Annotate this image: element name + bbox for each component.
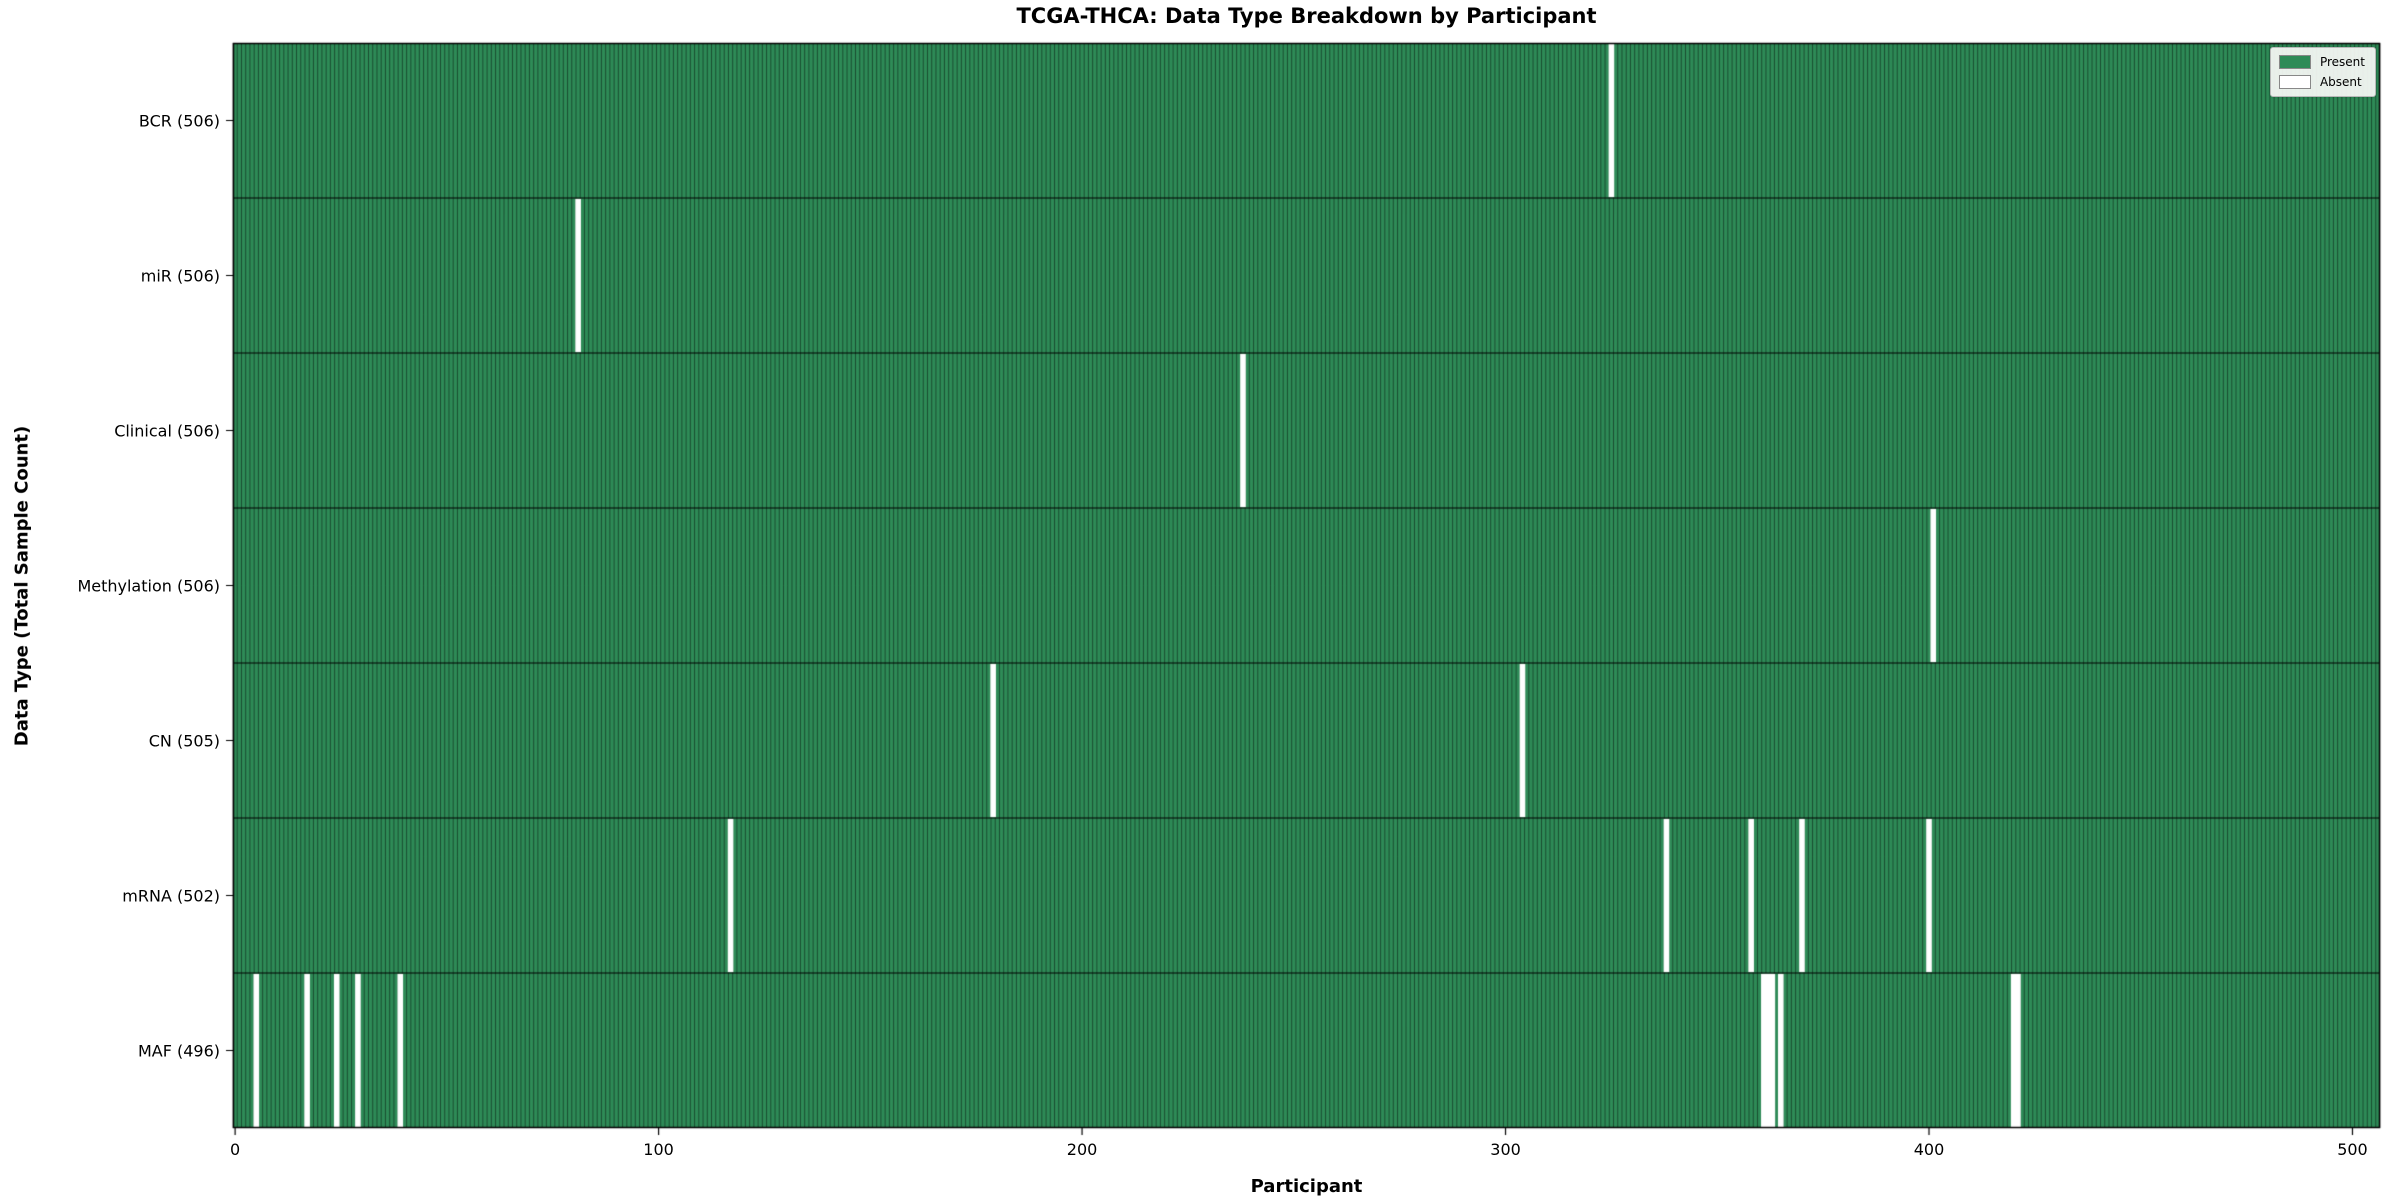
present-swatch-icon bbox=[2278, 55, 2311, 69]
row-label-bcr: BCR (506) bbox=[138, 111, 220, 130]
x-tick-label: 500 bbox=[2337, 1140, 2368, 1159]
legend-item-present: Present bbox=[2278, 55, 2365, 69]
row-label-cn: CN (505) bbox=[148, 731, 220, 750]
absent-swatch-icon bbox=[2278, 75, 2311, 89]
row-label-mir: miR (506) bbox=[140, 266, 220, 285]
x-tick-label: 0 bbox=[230, 1140, 241, 1159]
legend-item-absent: Absent bbox=[2278, 75, 2365, 89]
x-tick-label: 100 bbox=[643, 1140, 674, 1159]
legend-label-absent: Absent bbox=[2319, 75, 2362, 89]
x-tick-label: 400 bbox=[1913, 1140, 1945, 1159]
x-tick-label: 200 bbox=[1066, 1140, 1098, 1159]
row-label-maf: MAF (496) bbox=[137, 1041, 220, 1060]
legend: Present Absent bbox=[2269, 47, 2376, 97]
x-tick-label: 300 bbox=[1490, 1140, 1521, 1159]
row-label-methylation: Methylation (506) bbox=[77, 576, 220, 595]
y-axis-label: Data Type (Total Sample Count) bbox=[11, 425, 33, 746]
chart-title: TCGA-THCA: Data Type Breakdown by Partic… bbox=[1016, 4, 1597, 28]
x-axis-label: Participant bbox=[1250, 1176, 1363, 1197]
legend-label-present: Present bbox=[2319, 55, 2365, 69]
row-label-clinical: Clinical (506) bbox=[114, 421, 220, 440]
row-label-mrna: mRNA (502) bbox=[122, 886, 220, 905]
